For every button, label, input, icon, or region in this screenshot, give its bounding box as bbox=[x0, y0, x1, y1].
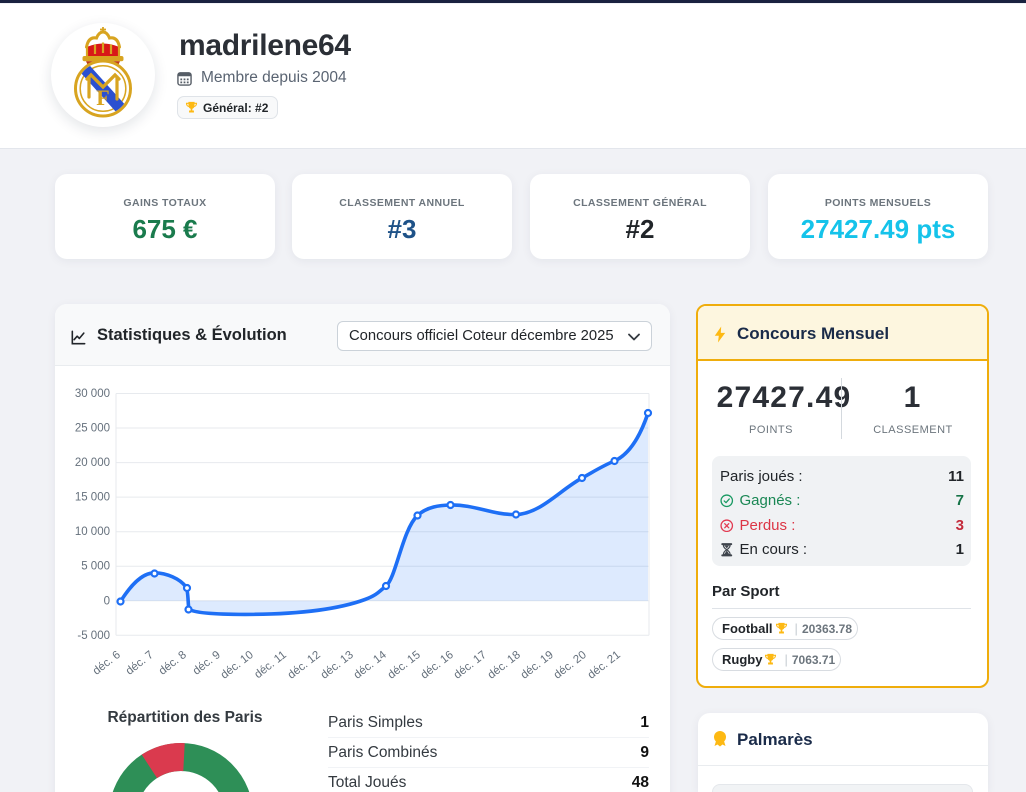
svg-text:déc. 21: déc. 21 bbox=[586, 649, 623, 682]
svg-text:déc. 15: déc. 15 bbox=[386, 649, 423, 682]
svg-text:F: F bbox=[96, 85, 109, 110]
svg-text:déc. 7: déc. 7 bbox=[124, 649, 156, 678]
svg-text:5 000: 5 000 bbox=[81, 561, 110, 573]
svg-text:déc. 12: déc. 12 bbox=[286, 649, 323, 682]
svg-text:déc. 14: déc. 14 bbox=[352, 649, 390, 682]
svg-text:25 000: 25 000 bbox=[75, 423, 110, 435]
svg-text:10 000: 10 000 bbox=[75, 526, 110, 538]
svg-text:30 000: 30 000 bbox=[75, 388, 110, 400]
svg-text:déc. 16: déc. 16 bbox=[419, 649, 456, 682]
svg-text:déc. 9: déc. 9 bbox=[191, 649, 223, 678]
svg-text:déc. 11: déc. 11 bbox=[252, 649, 288, 681]
svg-text:0: 0 bbox=[104, 595, 110, 607]
svg-text:déc. 17: déc. 17 bbox=[452, 649, 489, 682]
svg-text:déc. 13: déc. 13 bbox=[319, 649, 356, 682]
svg-text:déc. 10: déc. 10 bbox=[219, 649, 256, 682]
svg-text:déc. 6: déc. 6 bbox=[91, 649, 123, 678]
svg-text:déc. 8: déc. 8 bbox=[157, 649, 189, 678]
svg-text:15 000: 15 000 bbox=[75, 492, 110, 504]
svg-text:déc. 18: déc. 18 bbox=[486, 649, 523, 682]
svg-text:déc. 19: déc. 19 bbox=[519, 649, 556, 682]
svg-text:20 000: 20 000 bbox=[75, 457, 110, 469]
svg-text:-5 000: -5 000 bbox=[77, 630, 110, 642]
svg-text:déc. 20: déc. 20 bbox=[552, 649, 589, 682]
